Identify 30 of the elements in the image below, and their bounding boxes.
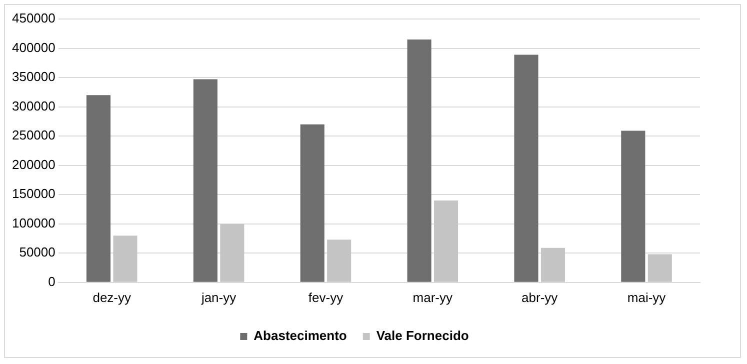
- y-tick-label: 250000: [12, 128, 56, 143]
- y-tick-label: 50000: [19, 244, 56, 260]
- y-tick-label: 100000: [12, 215, 56, 230]
- y-tick-label: 200000: [12, 156, 56, 172]
- y-tick-label: 300000: [12, 98, 56, 114]
- y-tick-label: 150000: [12, 186, 56, 202]
- bar: [648, 254, 672, 282]
- y-tick-label: 0: [48, 274, 56, 289]
- bar: [407, 39, 432, 282]
- y-tick-label: 350000: [12, 69, 56, 84]
- bar: [300, 124, 324, 282]
- bar: [327, 240, 352, 282]
- x-tick-label: abr-yy: [522, 290, 558, 305]
- bar: [514, 54, 538, 282]
- legend-label: Vale Fornecido: [376, 328, 469, 344]
- bar: [113, 236, 138, 282]
- y-tick-label: 400000: [12, 40, 56, 55]
- bar: [220, 224, 244, 282]
- bar: [86, 95, 111, 282]
- bar: [540, 248, 565, 282]
- x-tick-label: mar-yy: [412, 290, 454, 305]
- bar: [434, 200, 458, 282]
- x-tick-label: dez-yy: [92, 290, 132, 305]
- x-tick-label: fev-yy: [308, 290, 344, 305]
- x-tick-label: jan-yy: [200, 290, 237, 305]
- legend-label: Abastecimento: [254, 328, 347, 344]
- bar: [621, 130, 646, 282]
- bar: [193, 79, 218, 282]
- x-tick-label: mai-yy: [627, 290, 666, 305]
- y-tick-label: 450000: [12, 10, 56, 26]
